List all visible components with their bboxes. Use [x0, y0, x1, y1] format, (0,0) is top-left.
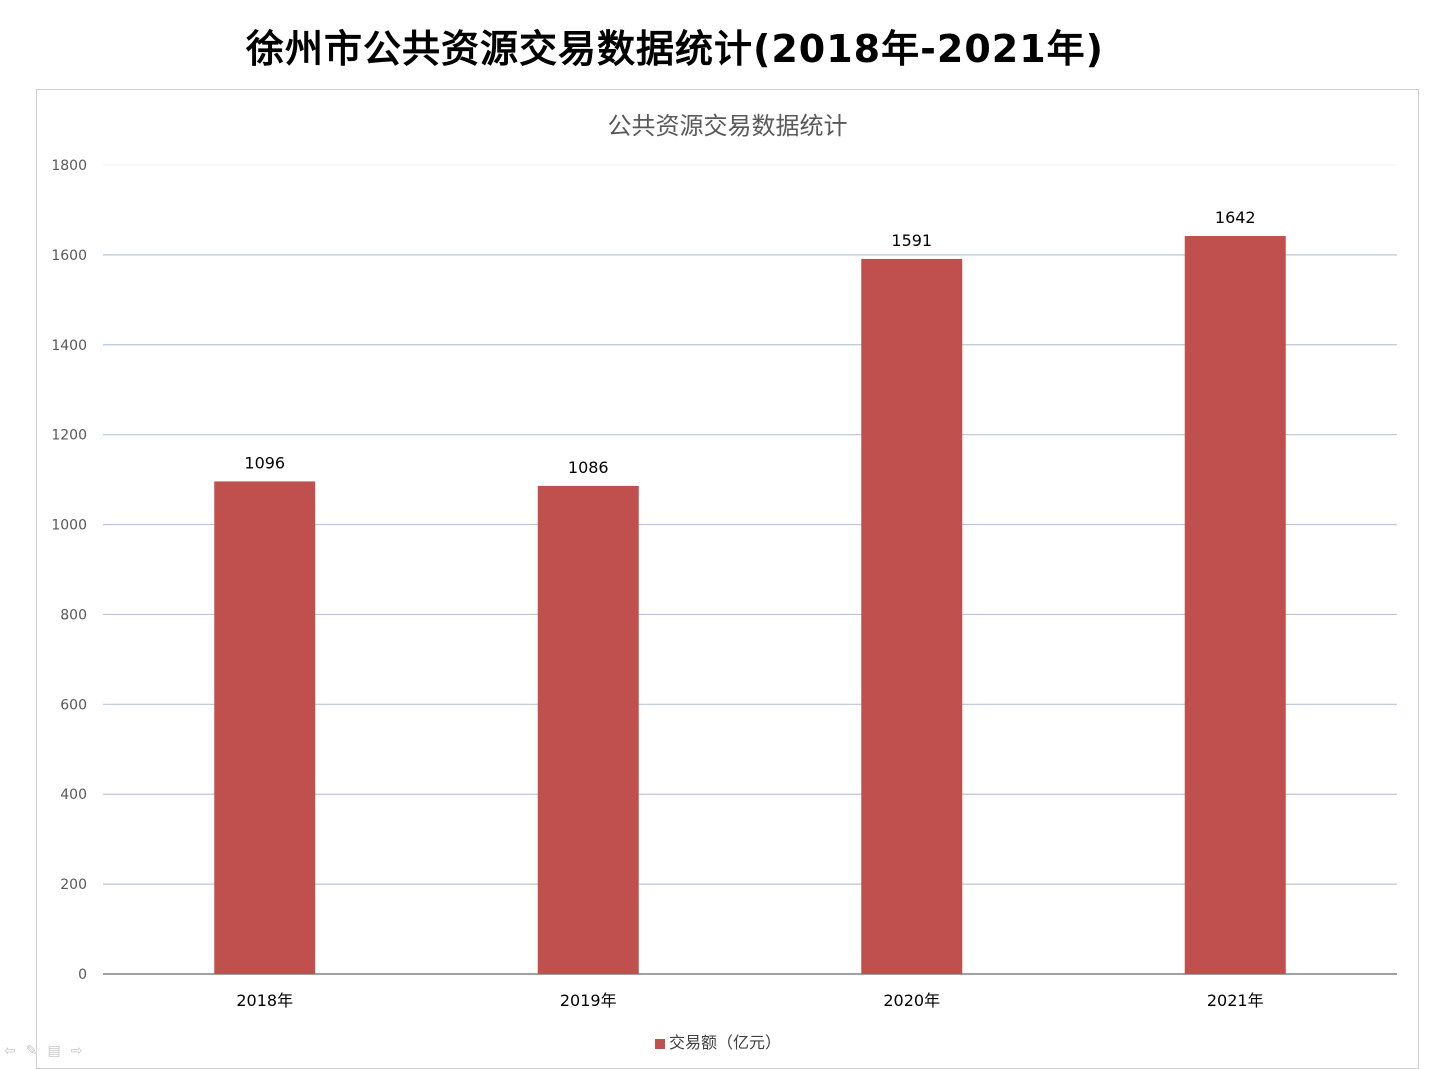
chart-title: 公共资源交易数据统计: [607, 112, 848, 140]
y-tick-label: 1600: [51, 248, 87, 264]
x-tick-label: 2019年: [560, 991, 617, 1010]
legend-swatch: [654, 1038, 665, 1049]
arrow-left-icon[interactable]: ⇦: [4, 1043, 26, 1059]
x-tick-label: 2020年: [883, 991, 940, 1010]
x-tick-label: 2021年: [1207, 991, 1264, 1010]
y-tick-label: 200: [60, 877, 87, 893]
bar: [1184, 236, 1286, 975]
y-tick-label: 1800: [51, 158, 87, 174]
y-tick-label: 1200: [51, 428, 87, 444]
y-tick-label: 1000: [51, 518, 87, 534]
bar: [214, 481, 316, 974]
legend: 交易额（亿元）: [0, 1029, 1436, 1053]
data-label: 1086: [568, 458, 609, 477]
data-label: 1096: [244, 453, 285, 472]
legend-label: 交易额（亿元）: [668, 1033, 781, 1052]
y-tick-label: 0: [78, 967, 87, 983]
data-label: 1642: [1215, 208, 1256, 227]
slide-nav: ⇦✎▤⇨: [4, 1043, 92, 1059]
bar: [861, 258, 963, 974]
page-title: 徐州市公共资源交易数据统计(2018年-2021年): [245, 27, 1105, 71]
pen-icon[interactable]: ✎: [25, 1043, 48, 1059]
x-tick-label: 2018年: [236, 991, 293, 1010]
arrow-right-icon[interactable]: ⇨: [70, 1043, 93, 1059]
y-tick-label: 1400: [51, 338, 87, 354]
menu-icon[interactable]: ▤: [47, 1043, 71, 1059]
y-tick-label: 400: [60, 787, 87, 803]
data-label: 1591: [891, 231, 932, 250]
y-tick-label: 600: [60, 697, 87, 713]
bar: [537, 485, 639, 974]
y-tick-label: 800: [60, 607, 87, 623]
